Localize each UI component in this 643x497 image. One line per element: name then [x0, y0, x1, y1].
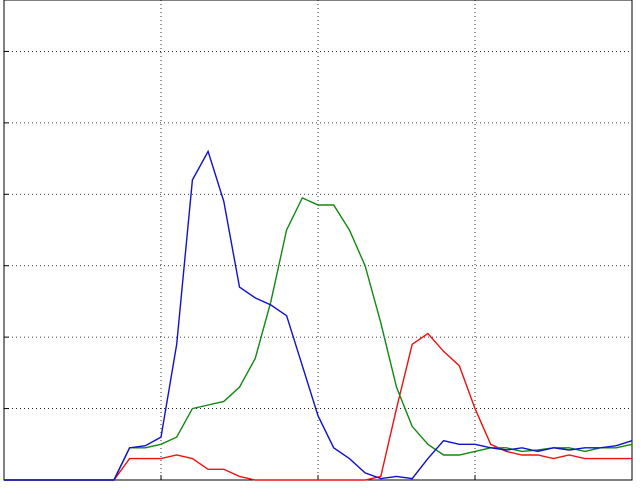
data-line — [4, 149, 633, 481]
